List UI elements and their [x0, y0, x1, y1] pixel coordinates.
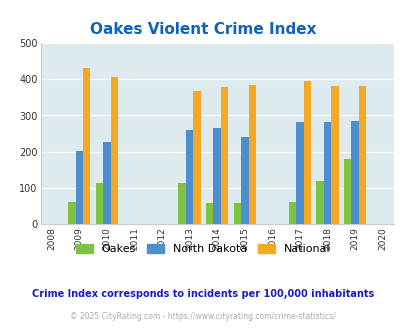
Text: Oakes Violent Crime Index: Oakes Violent Crime Index — [90, 22, 315, 37]
Bar — [178, 183, 185, 224]
Bar — [233, 203, 241, 224]
Bar — [185, 130, 193, 224]
Bar — [330, 86, 338, 224]
Text: © 2025 CityRating.com - https://www.cityrating.com/crime-statistics/: © 2025 CityRating.com - https://www.city… — [70, 312, 335, 321]
Bar — [358, 86, 365, 224]
Bar — [213, 128, 220, 224]
Bar — [205, 203, 213, 224]
Bar — [248, 85, 255, 224]
Bar — [323, 122, 330, 224]
Legend: Oakes, North Dakota, National: Oakes, North Dakota, National — [71, 239, 334, 258]
Bar — [241, 137, 248, 224]
Bar — [296, 122, 303, 224]
Bar — [193, 91, 200, 224]
Bar — [351, 121, 358, 224]
Bar — [68, 202, 75, 224]
Bar — [75, 151, 83, 224]
Bar — [83, 68, 90, 224]
Text: Crime Index corresponds to incidents per 100,000 inhabitants: Crime Index corresponds to incidents per… — [32, 289, 373, 299]
Bar — [110, 77, 118, 224]
Bar — [315, 181, 323, 224]
Bar — [343, 159, 351, 224]
Bar — [96, 183, 103, 224]
Bar — [288, 202, 296, 224]
Bar — [303, 82, 310, 224]
Bar — [220, 87, 228, 224]
Bar — [103, 142, 110, 224]
